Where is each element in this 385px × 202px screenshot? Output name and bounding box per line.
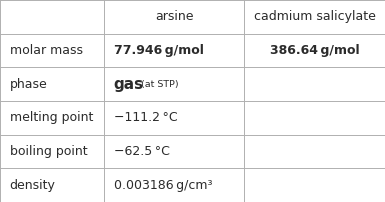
Text: melting point: melting point (10, 111, 93, 124)
Text: cadmium salicylate: cadmium salicylate (254, 10, 376, 23)
Text: 0.003186 g/cm³: 0.003186 g/cm³ (114, 179, 212, 192)
Text: boiling point: boiling point (10, 145, 87, 158)
Text: 77.946 g/mol: 77.946 g/mol (114, 44, 203, 57)
Text: molar mass: molar mass (10, 44, 83, 57)
Text: gas: gas (114, 77, 144, 92)
Text: 386.64 g/mol: 386.64 g/mol (270, 44, 360, 57)
Text: −62.5 °C: −62.5 °C (114, 145, 169, 158)
Text: density: density (10, 179, 55, 192)
Text: phase: phase (10, 78, 47, 91)
Text: arsine: arsine (155, 10, 194, 23)
Text: (at STP): (at STP) (141, 80, 179, 89)
Text: −111.2 °C: −111.2 °C (114, 111, 177, 124)
